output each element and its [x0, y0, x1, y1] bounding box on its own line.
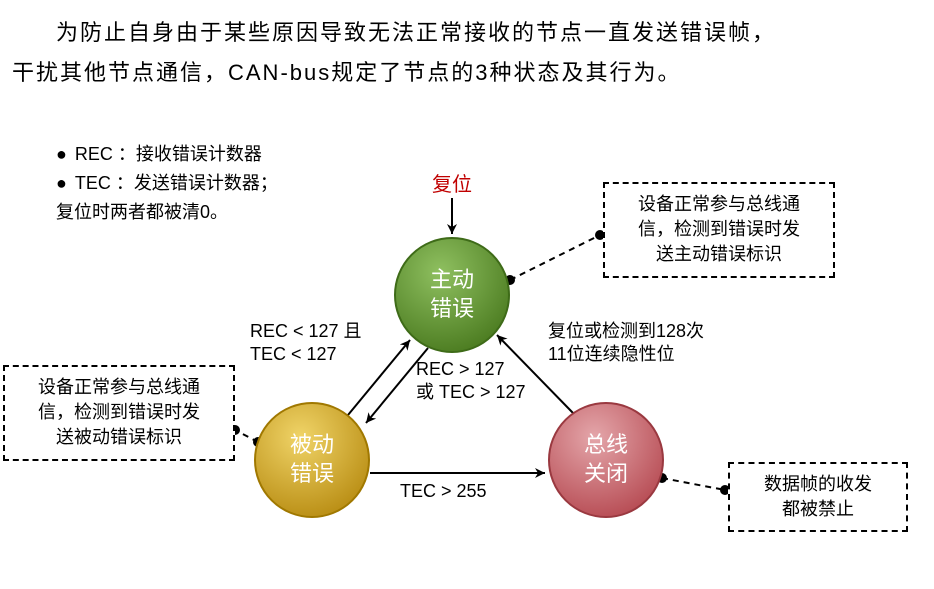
node-text: 错误	[290, 461, 334, 486]
edge-text: 11位连续隐性位	[548, 344, 675, 364]
box-line: 数据帧的收发	[764, 474, 872, 494]
intro-line-2: 干扰其他节点通信，CAN-bus规定了节点的3种状态及其行为。	[12, 52, 681, 94]
box-line: 都被禁止	[782, 499, 854, 519]
edge-text: REC < 127 且	[250, 321, 362, 341]
edge-text: 复位或检测到128次	[548, 321, 704, 341]
label-busoff-to-active: 复位或检测到128次 11位连续隐性位	[548, 320, 704, 367]
node-passive-label: 被动错误	[255, 403, 369, 517]
bullet-2: TEC ：发送错误计数器；	[75, 169, 278, 198]
box-line: 信，检测到错误时发	[638, 219, 800, 239]
box-line: 设备正常参与总线通	[38, 377, 200, 397]
box-line: 送主动错误标识	[656, 244, 782, 264]
label-passive-to-busoff: TEC > 255	[400, 480, 487, 503]
bullet-note: 复位时两者都被清0。	[56, 198, 278, 227]
reset-label: 复位	[432, 168, 472, 197]
connector-busoff-box	[662, 478, 725, 490]
edge-text: 或 TEC > 127	[416, 382, 526, 402]
info-box-busoff: 数据帧的收发 都被禁止	[728, 462, 908, 532]
node-text: 主动	[430, 267, 474, 292]
box-line: 设备正常参与总线通	[638, 194, 800, 214]
label-active-to-passive: REC > 127 或 TEC > 127	[416, 358, 526, 405]
connector-active-box	[510, 235, 600, 280]
info-box-passive: 设备正常参与总线通 信，检测到错误时发 送被动错误标识	[3, 365, 235, 461]
connector-passive-box	[235, 430, 258, 442]
bullet-dot: ●	[56, 140, 67, 169]
info-box-active: 设备正常参与总线通 信，检测到错误时发 送主动错误标识	[603, 182, 835, 278]
bullet-dot: ●	[56, 169, 67, 198]
intro-line-1: 为防止自身由于某些原因导致无法正常接收的节点一直发送错误帧，	[56, 12, 776, 54]
box-line: 送被动错误标识	[56, 427, 182, 447]
box-line: 信，检测到错误时发	[38, 402, 200, 422]
node-text: 被动	[290, 432, 334, 457]
node-active-label: 主动错误	[395, 238, 509, 352]
legend-bullets: ● REC ：接收错误计数器 ● TEC ：发送错误计数器； 复位时两者都被清0。	[56, 140, 278, 226]
node-text: 总线	[584, 432, 628, 457]
label-passive-to-active: REC < 127 且 TEC < 127	[250, 320, 362, 367]
edge-text: TEC < 127	[250, 344, 337, 364]
node-busoff-label: 总线关闭	[549, 403, 663, 517]
bullet-1: REC ：接收错误计数器	[75, 140, 262, 169]
edge-text: REC > 127	[416, 359, 505, 379]
node-text: 关闭	[584, 461, 628, 486]
edge-text: TEC > 255	[400, 481, 487, 501]
node-text: 错误	[430, 296, 474, 321]
